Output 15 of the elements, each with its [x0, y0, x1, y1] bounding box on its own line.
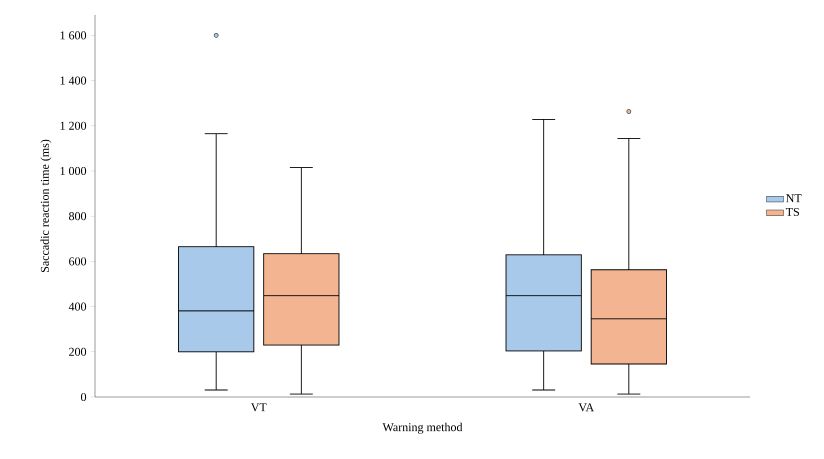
y-tick-label: 200 — [69, 348, 86, 356]
legend-label: TS — [786, 208, 799, 216]
y-tick-label: 1 400 — [60, 76, 86, 85]
y-tick-label: 800 — [69, 212, 86, 220]
y-tick-label: 600 — [69, 257, 86, 266]
y-tick-label: 1 000 — [60, 166, 86, 176]
y-tick-label: 400 — [68, 302, 86, 311]
x-tick-label: VA — [578, 403, 594, 412]
y-tick-label: 1 200 — [60, 122, 86, 130]
y-axis-title: Saccadic reaction time (ms) — [40, 140, 52, 272]
y-tick-label: 0 — [81, 392, 86, 402]
x-tick-label: VT — [250, 403, 267, 412]
legend-label: NT — [786, 194, 802, 202]
y-tick-label: 1 600 — [60, 31, 86, 40]
x-axis-title: Warning method — [382, 422, 462, 434]
